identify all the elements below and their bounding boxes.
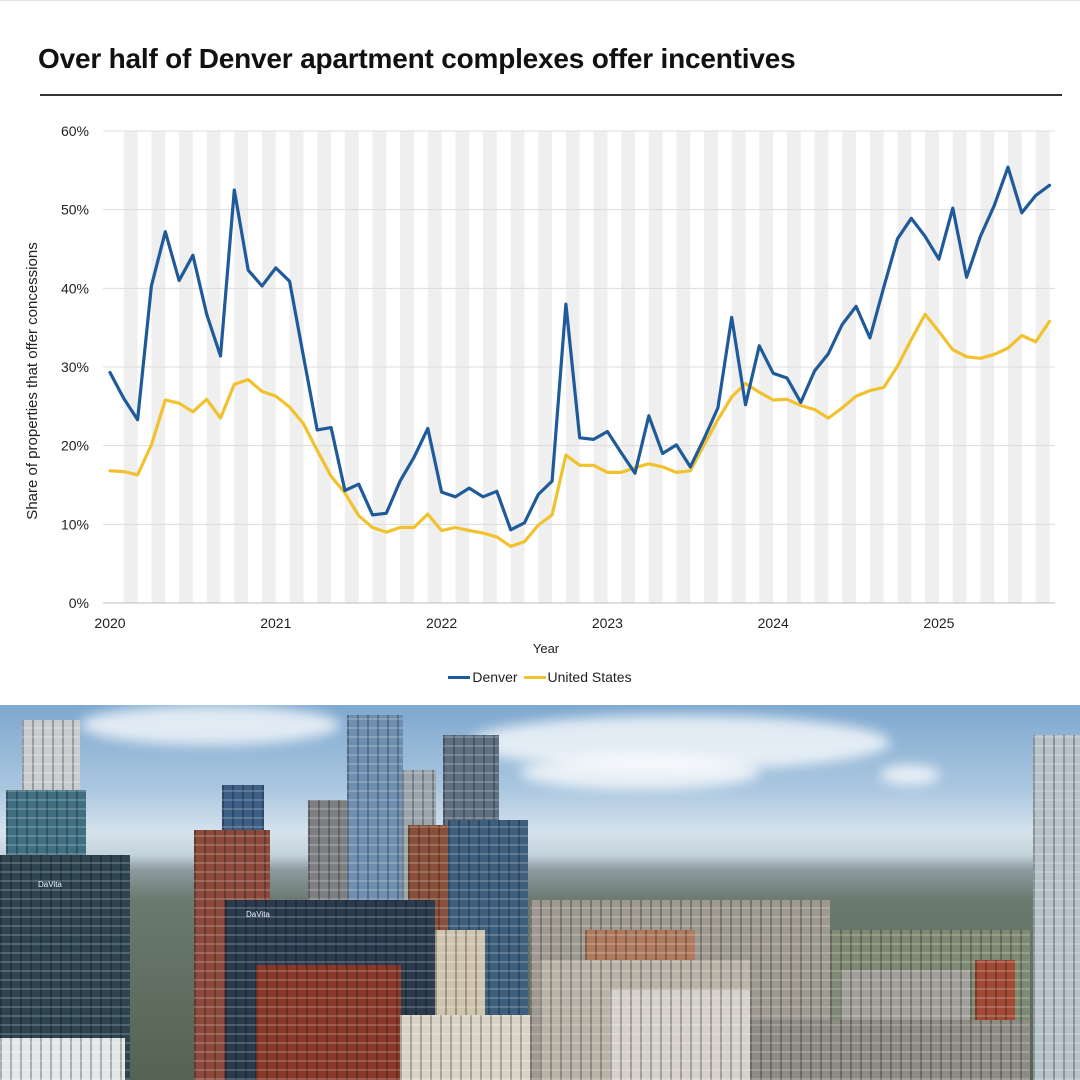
x-tick-label: 2025 <box>923 615 954 631</box>
y-tick-label: 40% <box>61 280 89 296</box>
y-tick-label: 0% <box>69 595 89 611</box>
y-axis-label: Share of properties that offer concessio… <box>24 242 41 519</box>
building <box>256 965 401 1080</box>
cloud <box>520 755 760 790</box>
title-rule <box>40 94 1062 96</box>
x-tick-label: 2021 <box>260 615 291 631</box>
y-tick-label: 50% <box>61 202 89 218</box>
y-tick-label: 10% <box>61 516 89 532</box>
x-tick-labels: 2020 2021 2022 2023 2024 2025 <box>94 615 954 631</box>
cloud <box>80 705 340 745</box>
chart-title: Over half of Denver apartment complexes … <box>38 43 796 74</box>
building <box>400 1015 530 1080</box>
building-sign: DaVita <box>38 880 62 889</box>
building <box>610 990 750 1080</box>
y-tick-labels: 0% 10% 20% 30% 40% 50% 60% <box>61 123 89 611</box>
x-tick-label: 2020 <box>94 615 125 631</box>
building-sign: DaVita <box>246 910 270 919</box>
building <box>750 1020 1030 1080</box>
x-tick-label: 2024 <box>758 615 789 631</box>
x-axis-label: Year <box>533 641 560 656</box>
legend-item-denver: Denver <box>448 669 518 685</box>
series-line-united-states <box>108 312 1052 549</box>
cloud <box>880 765 940 785</box>
y-tick-label: 30% <box>61 359 89 375</box>
series-line-denver <box>108 165 1052 532</box>
chart-card: Over half of Denver apartment complexes … <box>0 0 1080 685</box>
legend-label-united-states: United States <box>547 669 632 685</box>
legend-label-denver: Denver <box>472 669 518 685</box>
building <box>1033 735 1080 1080</box>
series-lines <box>108 165 1052 549</box>
x-tick-label: 2022 <box>426 615 457 631</box>
y-tick-label: 20% <box>61 438 89 454</box>
legend-item-united-states: United States <box>523 669 632 685</box>
building <box>0 1038 125 1080</box>
y-tick-label: 60% <box>61 123 89 139</box>
line-chart: 0%10%20%30%40%50%60% 2020 2021 2022 2023 202… <box>24 123 1055 656</box>
skyline-photo: DaVita DaVita <box>0 705 1080 1080</box>
x-tick-label: 2023 <box>592 615 623 631</box>
legend: Denver United States <box>0 669 1080 685</box>
legend-swatch-united-states <box>523 675 546 679</box>
legend-swatch-denver <box>448 675 471 679</box>
